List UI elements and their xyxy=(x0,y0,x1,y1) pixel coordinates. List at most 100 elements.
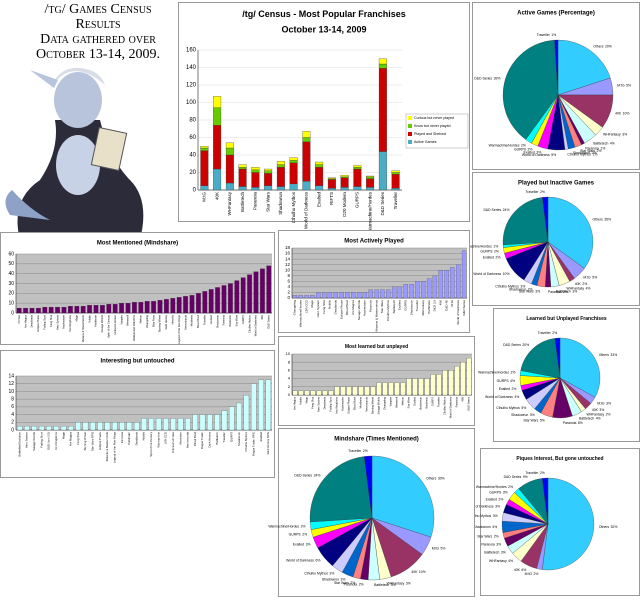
slice-value: 4% xyxy=(514,395,519,399)
y-tick-label: 30 xyxy=(8,281,14,287)
x-tick-label: D&D Series xyxy=(266,314,270,328)
slice-label: Warmachine/Hordes 2% xyxy=(478,370,515,374)
bar xyxy=(157,300,163,314)
legend-label: Played and Shelved xyxy=(414,132,446,136)
x-tick-label: Shadowrun xyxy=(409,300,413,316)
slice-value: 3% xyxy=(495,505,500,509)
y-tick-label: 0 xyxy=(193,188,197,194)
x-tick-label: GURPS xyxy=(355,192,360,208)
bar xyxy=(370,386,376,396)
chart-title: Most Actively Played xyxy=(344,239,404,245)
slice-category: Paranoia xyxy=(344,582,358,586)
bar xyxy=(177,418,184,431)
x-tick-label: Traveller xyxy=(393,192,398,210)
slice-value: 30% xyxy=(438,477,445,481)
bar-segment xyxy=(213,96,222,108)
bar xyxy=(430,374,436,396)
x-tick-label: Legend of the Five Rings xyxy=(177,314,181,344)
bar-segment xyxy=(200,150,209,186)
bar-segment xyxy=(276,167,285,187)
x-tick-label: Savage Worlds xyxy=(100,314,104,332)
x-tick-label: Feng Shui xyxy=(311,397,315,409)
bar xyxy=(466,358,472,396)
legend-label: Curious but never played xyxy=(414,116,454,120)
bar xyxy=(380,289,385,299)
y-tick-label: 12 xyxy=(285,262,291,267)
x-tick-label: Changeling xyxy=(145,314,149,328)
slice-label: Cthulhu Mythos 3% xyxy=(468,514,498,518)
x-tick-label: D&D (non 3.5) xyxy=(47,432,51,450)
x-tick-label: Burning Wheel xyxy=(158,315,162,332)
slice-category: Battletech xyxy=(374,583,389,587)
bar-segment xyxy=(289,162,298,185)
bar xyxy=(316,292,321,299)
slice-category: GURPS xyxy=(497,379,510,383)
x-tick-label: Battletech xyxy=(425,396,429,408)
bar xyxy=(424,378,430,396)
x-tick-label: Shadowrun xyxy=(215,314,219,328)
x-tick-label: Savage Worlds xyxy=(377,396,381,414)
slice-label: 40K 10% xyxy=(615,111,629,115)
slice-value: 4% xyxy=(508,559,513,563)
y-tick-label: 4 xyxy=(11,412,14,418)
bar xyxy=(418,378,424,396)
chart-title: Most Mentioned (Mindshare) xyxy=(97,241,178,247)
x-tick-label: D&D Series xyxy=(462,300,466,316)
bar xyxy=(164,299,169,314)
slice-category: Cthulhu Mythos xyxy=(468,514,492,518)
bar xyxy=(362,292,368,299)
slice-label: Paranoia 2% xyxy=(344,582,364,586)
x-tick-label: Mage xyxy=(310,300,314,308)
x-tick-label: Cthulhu Mythos xyxy=(443,396,447,415)
x-tick-label: Eclipse Phase xyxy=(36,314,40,331)
slice-label: 40K 2% xyxy=(575,282,587,286)
slice-value: 2% xyxy=(521,144,526,148)
slice-value: 2% xyxy=(534,572,539,576)
slice-value: 2% xyxy=(508,485,513,489)
legend-swatch xyxy=(408,132,412,136)
pie-slice xyxy=(364,455,373,519)
x-tick-label: Eclipse Phase xyxy=(339,300,343,319)
slice-value: 3% xyxy=(329,571,334,575)
bar-segment xyxy=(315,161,324,165)
x-tick-label: GURPS xyxy=(230,432,234,442)
x-tick-label: Deadlands xyxy=(30,314,34,327)
slice-value: 2% xyxy=(582,282,587,286)
slice-value: 20% xyxy=(605,44,612,48)
bar-segment xyxy=(225,142,234,149)
slice-label: 40K 3% xyxy=(592,408,604,412)
y-tick-label: 40 xyxy=(189,153,196,159)
x-tick-label: Feng Shui xyxy=(49,315,53,327)
bar xyxy=(100,305,105,314)
bar xyxy=(333,292,338,299)
slice-label: Traveller 2% xyxy=(538,331,557,335)
bar xyxy=(196,293,201,314)
x-tick-label: Mutants & Masterminds xyxy=(105,431,109,461)
slice-value: 3% xyxy=(535,289,540,293)
slice-category: Shadowrun xyxy=(474,525,491,529)
slice-category: Battletech xyxy=(593,141,608,145)
bar xyxy=(327,292,333,299)
x-tick-label: Mordheim xyxy=(359,397,363,409)
legend-frame xyxy=(405,113,469,149)
bar xyxy=(183,296,188,314)
slice-value: 4% xyxy=(510,379,515,383)
slice-value: 5% xyxy=(441,546,446,550)
bar xyxy=(351,292,356,299)
bar-segment xyxy=(264,185,273,191)
bar xyxy=(412,378,418,396)
slice-label: Star Wars 3% xyxy=(519,289,540,293)
slice-category: Warmachine/Hordes xyxy=(476,485,507,489)
slice-category: Traveller xyxy=(348,449,362,453)
slice-label: D&D Series 24% xyxy=(483,208,509,212)
slice-value: 3% xyxy=(520,284,525,288)
bar xyxy=(448,370,454,396)
x-tick-label: Pathfinder xyxy=(94,315,98,327)
x-tick-label: Traveller xyxy=(222,432,226,443)
slice-label: World of Darkness 6% xyxy=(286,559,320,563)
slice-category: 40K xyxy=(575,282,582,286)
slice-value: 2% xyxy=(528,287,533,291)
x-tick-label: Feng Shui xyxy=(76,432,80,445)
x-tick-label: M:tG xyxy=(202,192,207,202)
